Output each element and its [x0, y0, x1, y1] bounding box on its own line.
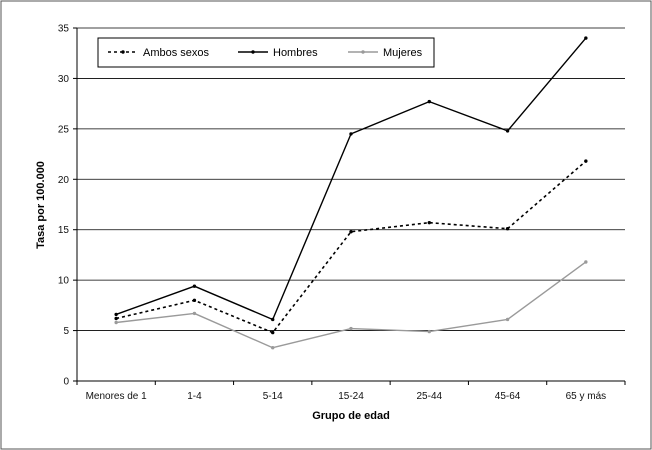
data-point	[505, 129, 510, 133]
axes	[73, 27, 626, 385]
data-point	[505, 227, 510, 231]
x-tick-label: 15-24	[338, 391, 364, 402]
data-point	[427, 220, 431, 225]
data-point	[349, 230, 353, 234]
data-point	[114, 312, 118, 317]
x-axis-title: Grupo de edad	[312, 410, 390, 422]
series-lines	[114, 36, 588, 350]
x-tick-label: 65 y más	[566, 391, 607, 402]
data-point	[114, 320, 118, 325]
y-tick-label: 20	[58, 175, 70, 186]
legend-label: Ambos sexos	[143, 47, 210, 59]
data-point	[427, 329, 431, 334]
x-tick-label: 25-44	[416, 391, 442, 402]
x-tick-label: 1-4	[187, 391, 202, 402]
y-tick-label: 35	[58, 24, 70, 35]
y-tick-label: 0	[63, 377, 69, 388]
data-point	[349, 326, 353, 331]
data-point	[271, 317, 275, 322]
data-point	[584, 36, 588, 40]
legend-marker	[251, 50, 255, 54]
data-point	[584, 159, 588, 163]
data-point	[271, 346, 275, 350]
x-tick-label: 5-14	[263, 391, 283, 402]
y-axis-title: Tasa por 100.000	[35, 161, 47, 249]
y-tick-label: 10	[58, 276, 70, 287]
legend-marker	[121, 50, 125, 54]
data-point	[192, 311, 197, 316]
y-tick-label: 30	[58, 74, 70, 85]
y-tick-label: 25	[58, 124, 70, 135]
data-point	[192, 298, 197, 303]
legend-items: Ambos sexos Hombres Mujeres	[108, 47, 423, 59]
y-tick-label: 15	[58, 225, 70, 236]
data-point	[349, 132, 353, 136]
data-point	[505, 317, 510, 322]
legend-label: Hombres	[273, 47, 318, 59]
grid-lines	[77, 27, 625, 331]
legend-label: Mujeres	[383, 47, 423, 59]
y-tick-label: 5	[63, 326, 69, 337]
plot-area	[77, 28, 625, 381]
legend-marker	[361, 50, 365, 54]
data-point	[192, 284, 197, 288]
x-tick-label: 45-64	[495, 391, 521, 402]
x-tick-label: Menores de 1	[86, 391, 148, 402]
data-point	[114, 316, 118, 321]
data-point	[427, 99, 431, 104]
data-point	[271, 330, 275, 335]
legend: Ambos sexos Hombres Mujeres	[97, 37, 435, 68]
tick-labels: 0 5 10 15 20 25 30 35 Menores de 1 1-4 5-14 15-24 25…	[58, 24, 606, 403]
data-point	[584, 260, 588, 264]
